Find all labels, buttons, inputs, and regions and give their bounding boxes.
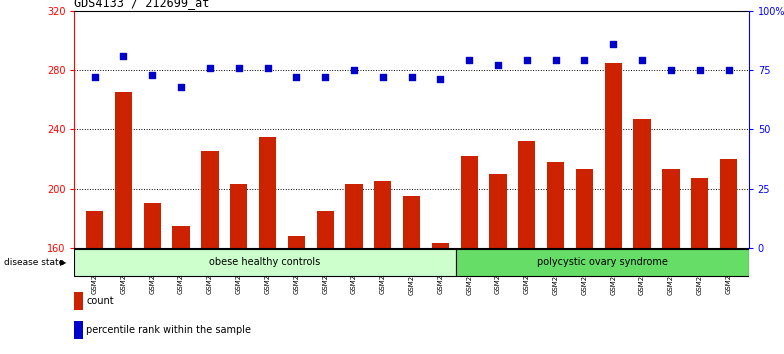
Point [550, 58, 562, 63]
Bar [230, 184, 248, 354]
Point [405, 74, 418, 80]
Bar [403, 196, 420, 354]
Point [463, 58, 476, 63]
Point [376, 74, 389, 80]
Bar [201, 152, 219, 354]
Bar [86, 211, 103, 354]
Bar [518, 141, 535, 354]
Point [204, 65, 216, 70]
Point [434, 76, 447, 82]
Bar [691, 178, 709, 354]
Point [146, 72, 158, 78]
Point [232, 65, 245, 70]
Bar [575, 169, 593, 354]
Point [665, 67, 677, 73]
Text: GDS4133 / 212699_at: GDS4133 / 212699_at [74, 0, 210, 10]
Text: obese healthy controls: obese healthy controls [209, 257, 321, 267]
Point [117, 53, 129, 58]
Text: percentile rank within the sample: percentile rank within the sample [86, 325, 251, 335]
Bar [374, 181, 391, 354]
FancyBboxPatch shape [74, 249, 456, 276]
Bar [720, 159, 737, 354]
Bar [604, 63, 622, 354]
Point [636, 58, 648, 63]
Bar [74, 321, 83, 339]
Point [607, 41, 619, 47]
Bar [547, 162, 564, 354]
Point [694, 67, 706, 73]
Text: ▶: ▶ [60, 258, 67, 267]
Point [722, 67, 735, 73]
Point [347, 67, 360, 73]
Point [319, 74, 332, 80]
Point [579, 58, 591, 63]
Point [89, 74, 101, 80]
Point [290, 74, 303, 80]
Bar [345, 184, 363, 354]
Bar [317, 211, 334, 354]
Text: polycystic ovary syndrome: polycystic ovary syndrome [537, 257, 668, 267]
Bar [114, 92, 132, 354]
Bar [662, 169, 680, 354]
Bar [460, 156, 478, 354]
Bar [143, 203, 161, 354]
Bar [259, 137, 276, 354]
FancyBboxPatch shape [456, 249, 749, 276]
Text: count: count [86, 296, 114, 307]
Bar [288, 236, 305, 354]
Point [175, 84, 187, 89]
Text: disease state: disease state [4, 258, 64, 267]
Bar [74, 292, 83, 310]
Point [261, 65, 274, 70]
Point [492, 62, 504, 68]
Bar [432, 243, 449, 354]
Bar [489, 174, 506, 354]
Bar [172, 225, 190, 354]
Bar [633, 119, 651, 354]
Point [521, 58, 533, 63]
